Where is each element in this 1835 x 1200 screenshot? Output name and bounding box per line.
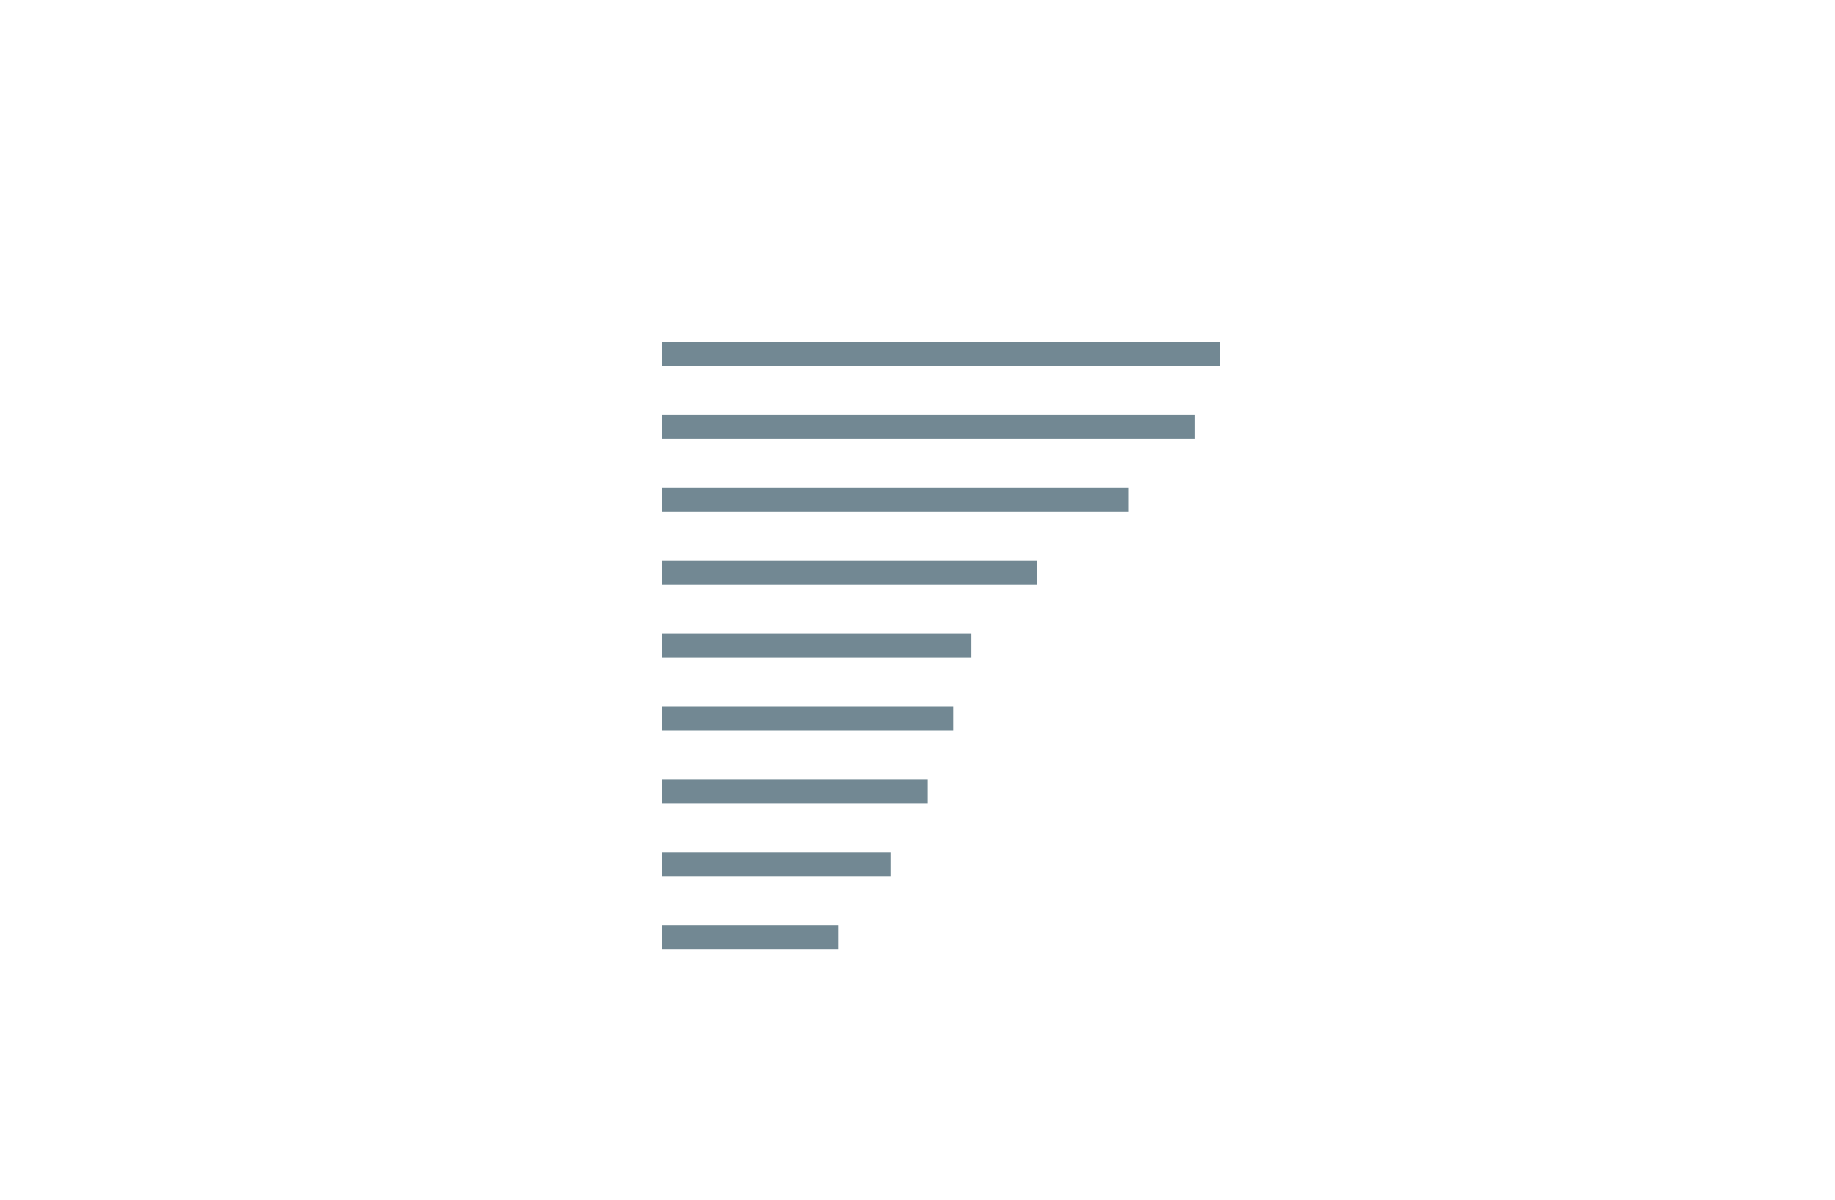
bar-6 (662, 706, 954, 731)
bar-4 (662, 560, 1037, 585)
bar-9 (662, 925, 839, 950)
bar-group (662, 342, 1220, 950)
bar-2 (662, 414, 1195, 439)
bar-7 (662, 779, 928, 804)
bar-5 (662, 633, 972, 658)
bar-8 (662, 852, 891, 877)
bar-1 (662, 342, 1220, 366)
bar-3 (662, 487, 1129, 512)
